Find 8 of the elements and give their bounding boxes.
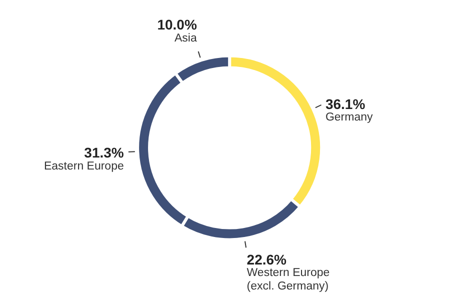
data-label: 36.1% xyxy=(325,96,366,112)
slice-label: Asia xyxy=(174,32,198,44)
data-label: 31.3% xyxy=(84,144,124,161)
slice-label: Western Europe (excl. Germany) xyxy=(246,266,330,293)
data-label: 22.6% xyxy=(246,251,288,268)
slice-label: Germany xyxy=(325,112,373,124)
data-label: 10.0% xyxy=(157,16,198,33)
slice-label: Eastern Europe xyxy=(44,160,124,172)
